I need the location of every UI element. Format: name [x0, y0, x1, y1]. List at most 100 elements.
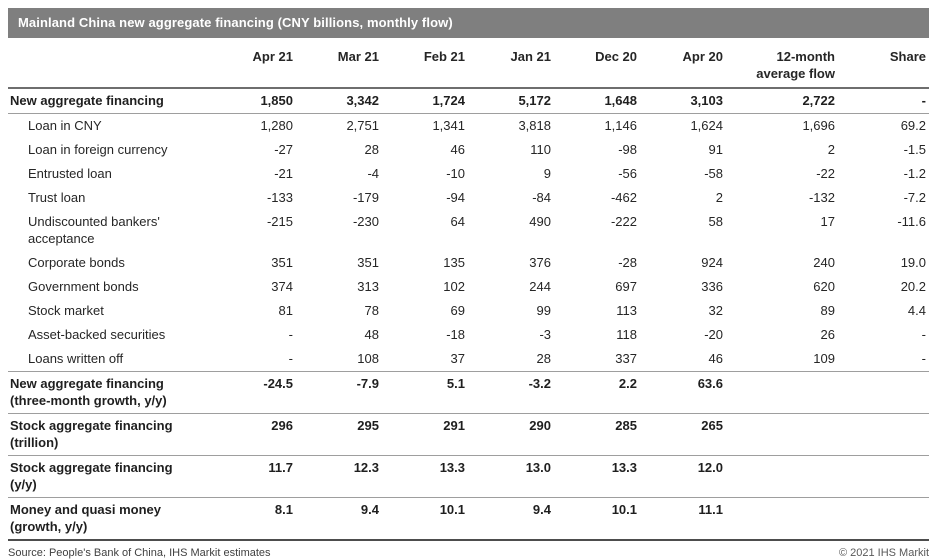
cell: 313 [357, 279, 379, 294]
cell: 13.3 [554, 455, 640, 498]
cell: 290 [468, 413, 554, 456]
cell: 28 [364, 142, 379, 157]
cell: 351 [271, 255, 293, 270]
cell: -7.2 [903, 190, 926, 205]
cell: 291 [382, 413, 468, 456]
column-header: Apr 20 [640, 40, 726, 89]
row-label: Loans written off [28, 351, 124, 366]
cell: 697 [615, 279, 637, 294]
table-row: New aggregate financing 1,850 3,342 1,724 5,… [8, 88, 929, 114]
cell: 102 [443, 279, 465, 294]
cell: 351 [357, 255, 379, 270]
cell: 265 [640, 413, 726, 456]
column-header: Apr 21 [210, 40, 296, 89]
cell: 2.2 [554, 371, 640, 414]
cell: 8.1 [210, 497, 296, 540]
cell: 13.0 [468, 455, 554, 498]
cell: -98 [618, 142, 637, 157]
cell: 1,341 [382, 113, 468, 138]
cell: -179 [352, 190, 379, 205]
cell: -10 [446, 166, 465, 181]
cell: -133 [266, 190, 293, 205]
cell: - [921, 93, 926, 108]
cell: 296 [210, 413, 296, 456]
cell: -3.2 [468, 371, 554, 414]
cell: 69 [450, 303, 465, 318]
cell: 32 [708, 303, 723, 318]
cell: 1,624 [640, 113, 726, 138]
cell: -3 [539, 327, 551, 342]
cell: 376 [529, 255, 551, 270]
table-row: Asset-backed securities - 48 -18 -3 118 -20 26 - [8, 323, 929, 347]
cell: 1,146 [554, 113, 640, 138]
table-row: Loan in CNY 1,280 2,751 1,341 3,818 1,146 1,62… [8, 113, 929, 138]
column-header-row: Apr 21 Mar 21 Feb 21 Jan 21 Dec 20 Apr 20 12-m… [8, 40, 929, 89]
row-label: Stock aggregate financing (y/y) [8, 455, 210, 498]
cell: 46 [708, 351, 723, 366]
row-label: Loan in CNY [8, 113, 210, 138]
table-row: Undiscounted bankers' acceptance -215 -230 6… [8, 210, 929, 251]
row-label: Undiscounted bankers' acceptance [28, 214, 160, 246]
cell: -20 [704, 327, 723, 342]
cell: 1,850 [260, 93, 293, 108]
cell: 26 [820, 327, 835, 342]
row-label: Loan in foreign currency [28, 142, 168, 157]
cell: 12.3 [296, 455, 382, 498]
cell: -28 [618, 255, 637, 270]
cell: 20.2 [900, 279, 926, 294]
cell: 924 [701, 255, 723, 270]
cell: 110 [530, 142, 551, 157]
cell: 1,648 [604, 93, 637, 108]
cell: 2 [715, 190, 723, 205]
cell: 99 [536, 303, 551, 318]
table-row: Loan in foreign currency -27 28 46 110 -98 91 2… [8, 138, 929, 162]
cell: 1,724 [432, 93, 465, 108]
row-label: Asset-backed securities [28, 327, 166, 342]
cell: 9 [543, 166, 551, 181]
cell: 63.6 [640, 371, 726, 414]
cell: 109 [813, 351, 835, 366]
table-row: Government bonds 374 313 102 244 697 336 620 20.… [8, 275, 929, 299]
row-label: Trust loan [28, 190, 86, 205]
table-row: Stock aggregate financing (trillion) 296 29… [8, 413, 929, 456]
cell [726, 371, 838, 414]
financing-table: Apr 21 Mar 21 Feb 21 Jan 21 Dec 20 Apr 20 12-m… [8, 40, 929, 541]
cell: -84 [532, 190, 551, 205]
cell: 37 [450, 351, 465, 366]
cell: -18 [446, 327, 465, 342]
cell: 240 [813, 255, 835, 270]
cell: 28 [536, 351, 551, 366]
cell: -11.6 [897, 214, 926, 229]
cell: 1,280 [210, 113, 296, 138]
cell: - [921, 327, 926, 342]
cell: -1.5 [903, 142, 926, 157]
row-label: New aggregate financing (three-month grow… [8, 371, 210, 414]
cell: 13.3 [382, 455, 468, 498]
cell: 374 [271, 279, 293, 294]
column-header: Share [838, 40, 929, 89]
cell: -462 [610, 190, 637, 205]
cell: 81 [278, 303, 293, 318]
table-row: Entrusted loan -21 -4 -10 9 -56 -58 -22 -1.2 [8, 162, 929, 186]
cell: 3,818 [468, 113, 554, 138]
table-title-bar: Mainland China new aggregate financing (… [8, 8, 929, 38]
table-row: Corporate bonds 351 351 135 376 -28 924 240 19.0 [8, 251, 929, 275]
cell: 3,103 [690, 93, 723, 108]
cell: 2,722 [802, 93, 835, 108]
cell: -1.2 [903, 166, 926, 181]
cell: -58 [704, 166, 723, 181]
cell: 69.2 [838, 113, 929, 138]
cell: -215 [266, 214, 293, 229]
cell: 4.4 [907, 303, 926, 318]
cell: -230 [352, 214, 379, 229]
column-header-empty [8, 40, 210, 89]
source-note: Source: People's Bank of China, IHS Mark… [8, 547, 271, 559]
cell [726, 455, 838, 498]
cell: 46 [450, 142, 465, 157]
cell [726, 497, 838, 540]
row-label: Government bonds [28, 279, 139, 294]
cell [838, 455, 929, 498]
cell: 58 [708, 214, 723, 229]
table-row: Loans written off - 108 37 28 337 46 109 - [8, 347, 929, 372]
